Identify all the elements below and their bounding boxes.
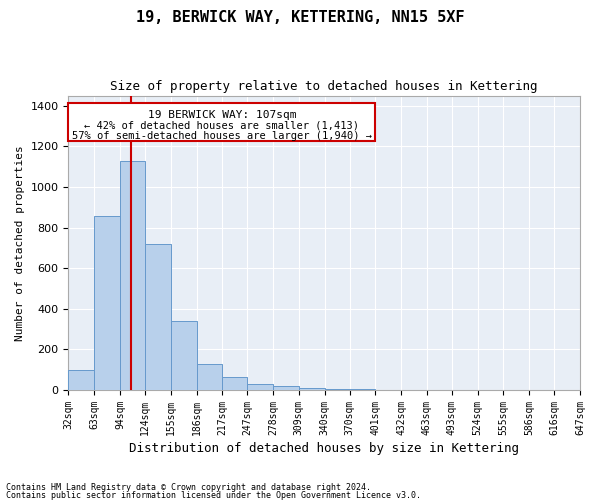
- Text: 19 BERWICK WAY: 107sqm: 19 BERWICK WAY: 107sqm: [148, 110, 296, 120]
- Text: 57% of semi-detached houses are larger (1,940) →: 57% of semi-detached houses are larger (…: [72, 131, 372, 141]
- Bar: [222, 377, 247, 390]
- Bar: [325, 389, 350, 390]
- Bar: [171, 321, 197, 390]
- Bar: [247, 384, 273, 390]
- Text: ← 42% of detached houses are smaller (1,413): ← 42% of detached houses are smaller (1,…: [85, 121, 359, 131]
- Bar: [68, 370, 94, 390]
- Text: Contains HM Land Registry data © Crown copyright and database right 2024.: Contains HM Land Registry data © Crown c…: [6, 484, 371, 492]
- Title: Size of property relative to detached houses in Kettering: Size of property relative to detached ho…: [110, 80, 538, 93]
- Bar: [197, 364, 222, 390]
- FancyBboxPatch shape: [68, 102, 376, 142]
- Bar: [273, 386, 299, 390]
- Bar: [120, 160, 145, 390]
- Text: 19, BERWICK WAY, KETTERING, NN15 5XF: 19, BERWICK WAY, KETTERING, NN15 5XF: [136, 10, 464, 25]
- Text: Contains public sector information licensed under the Open Government Licence v3: Contains public sector information licen…: [6, 491, 421, 500]
- X-axis label: Distribution of detached houses by size in Kettering: Distribution of detached houses by size …: [129, 442, 519, 455]
- Y-axis label: Number of detached properties: Number of detached properties: [15, 145, 25, 340]
- Bar: [94, 216, 120, 390]
- Bar: [299, 388, 325, 390]
- Bar: [145, 244, 171, 390]
